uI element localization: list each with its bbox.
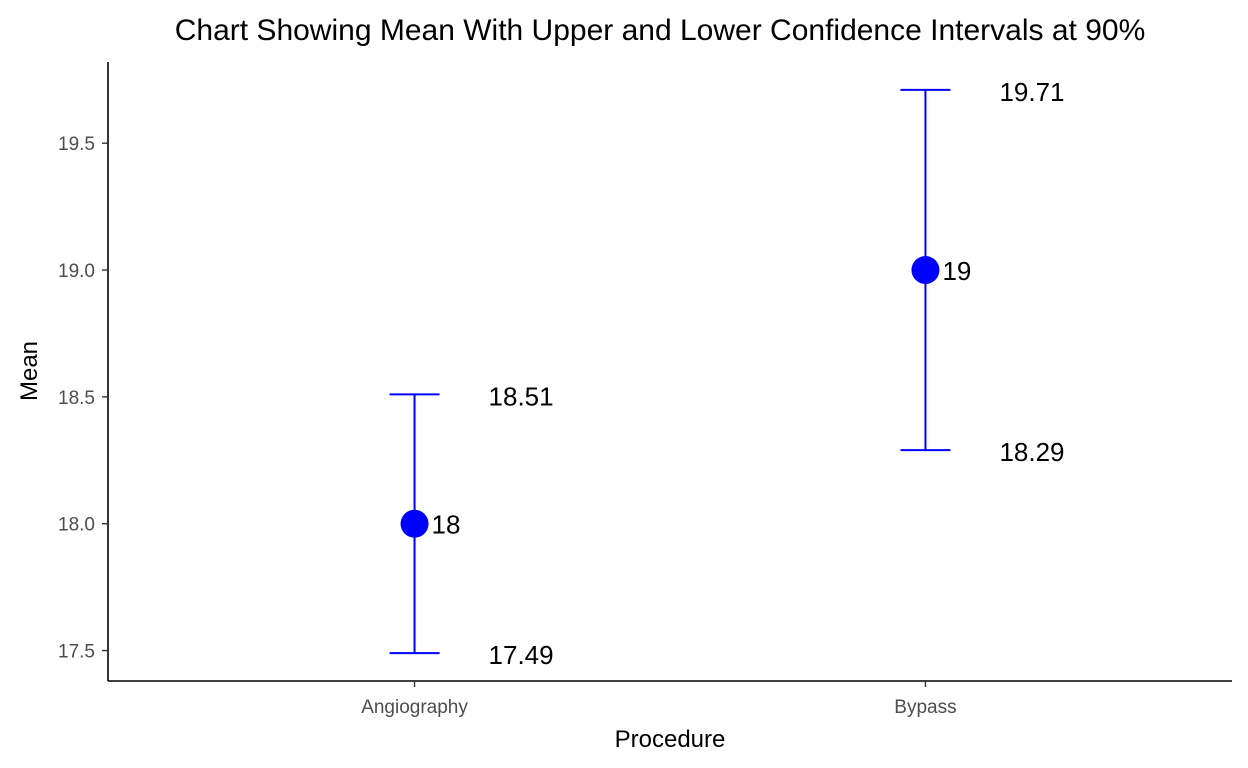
y-tick-label: 18.0 bbox=[58, 515, 95, 536]
y-tick-label: 19.5 bbox=[58, 134, 95, 155]
lower-ci-label: 17.49 bbox=[489, 640, 554, 670]
mean-label: 18 bbox=[432, 510, 461, 540]
y-axis-title: Mean bbox=[16, 341, 43, 401]
x-tick-label: Bypass bbox=[894, 697, 956, 718]
mean-label: 19 bbox=[942, 256, 971, 286]
lower-ci-label: 18.29 bbox=[999, 437, 1064, 467]
upper-ci-label: 18.51 bbox=[489, 381, 554, 411]
y-axis-ticks: 17.5 18.0 18.5 19.0 19.5 bbox=[58, 134, 108, 663]
chart-title: Chart Showing Mean With Upper and Lower … bbox=[175, 14, 1146, 47]
x-axis-ticks: Angiography Bypass bbox=[361, 681, 957, 718]
y-tick-label: 19.0 bbox=[58, 261, 95, 282]
y-tick-label: 17.5 bbox=[58, 642, 95, 663]
plot-area: 18 18.51 17.49 19 19.71 18.29 bbox=[389, 77, 1065, 670]
x-tick-label: Angiography bbox=[361, 697, 468, 718]
mean-point bbox=[400, 509, 429, 538]
upper-ci-label: 19.71 bbox=[999, 77, 1064, 107]
y-tick-label: 18.5 bbox=[58, 388, 95, 409]
mean-point bbox=[911, 256, 940, 285]
x-axis-title: Procedure bbox=[615, 726, 726, 753]
